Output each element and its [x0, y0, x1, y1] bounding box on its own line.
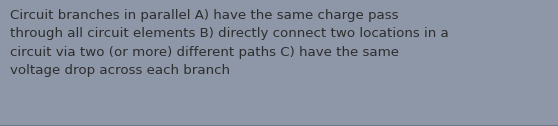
Text: Circuit branches in parallel A) have the same charge pass
through all circuit el: Circuit branches in parallel A) have the… [10, 9, 449, 77]
